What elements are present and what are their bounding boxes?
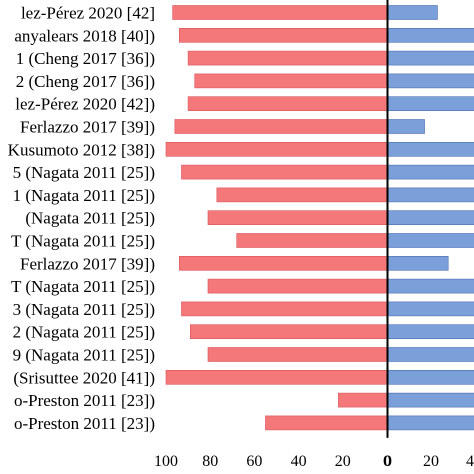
right-bar	[387, 392, 474, 408]
right-bar	[387, 96, 474, 111]
left-bar	[236, 233, 388, 248]
left-bar	[178, 27, 388, 43]
left-bar	[194, 73, 388, 89]
right-bar	[387, 210, 474, 225]
right-bar	[387, 27, 474, 43]
category-label: 9 (Nagata 2011 [25])	[13, 346, 155, 365]
left-bar	[207, 347, 388, 362]
left-bar	[165, 142, 388, 157]
category-label: 5 (Nagata 2011 [25])	[13, 163, 155, 182]
category-label: Kusumoto 2012 [38])	[8, 140, 155, 159]
left-axis-tick-label: 40	[291, 453, 307, 470]
right-bar	[387, 50, 474, 66]
right-bar	[387, 187, 474, 203]
left-bar	[207, 278, 388, 294]
category-label: lez-Pérez 2020 [42]	[21, 4, 155, 23]
right-bar	[387, 369, 474, 385]
category-label: T (Nagata 2011 [25])	[11, 232, 155, 251]
left-axis-tick-label: 60	[246, 453, 262, 470]
right-bar	[387, 142, 474, 157]
category-label: (Nagata 2011 [25])	[25, 209, 155, 228]
category-label: o-Preston 2011 [23])	[14, 391, 155, 410]
right-axis-tick-label: 40	[466, 453, 474, 470]
left-bar	[174, 119, 388, 134]
left-axis-tick-label: 80	[202, 453, 218, 470]
category-label: Ferlazzo 2017 [39])	[20, 118, 155, 137]
right-bar	[387, 324, 474, 340]
left-bar	[216, 187, 388, 203]
left-axis-tick-label: 20	[335, 453, 351, 470]
left-bar	[187, 50, 388, 66]
left-bar	[181, 301, 388, 317]
category-label: lez-Pérez 2020 [42])	[15, 95, 155, 114]
left-bar	[190, 324, 388, 340]
category-label: Ferlazzo 2017 [39])	[20, 254, 155, 273]
left-axis-tick-label: 0	[383, 453, 391, 470]
right-bar	[387, 301, 474, 317]
right-bar	[387, 278, 474, 294]
category-label: o-Preston 2011 [23])	[14, 414, 155, 433]
right-axis-tick-label: 0	[384, 453, 392, 470]
right-bar	[387, 233, 474, 248]
right-bar	[387, 73, 474, 89]
category-label: (Srisuttee 2020 [41])	[13, 368, 155, 387]
left-bar	[181, 164, 388, 180]
category-label: 1 (Cheng 2017 [36])	[16, 49, 155, 68]
right-bar	[387, 164, 474, 180]
right-bar	[387, 5, 438, 20]
right-bar	[387, 255, 449, 271]
left-axis-tick-label: 100	[154, 453, 178, 470]
category-label: anyalears 2018 [40])	[14, 26, 155, 45]
category-label: 2 (Cheng 2017 [36])	[16, 72, 155, 91]
left-bar	[207, 210, 388, 225]
left-bar	[178, 255, 388, 271]
right-bar	[387, 415, 474, 431]
left-bar	[172, 5, 388, 20]
category-label: 2 (Nagata 2011 [25])	[13, 323, 155, 342]
category-label: T (Nagata 2011 [25])	[11, 277, 155, 296]
right-axis-tick-label: 20	[423, 453, 439, 470]
left-bar	[338, 392, 388, 408]
left-bar	[265, 415, 388, 431]
category-label: 1 (Nagata 2011 [25])	[13, 186, 155, 205]
right-bar	[387, 347, 474, 362]
category-label: 3 (Nagata 2011 [25])	[13, 300, 155, 319]
left-bar	[187, 96, 388, 111]
right-bar	[387, 119, 425, 134]
left-bar	[165, 369, 388, 385]
